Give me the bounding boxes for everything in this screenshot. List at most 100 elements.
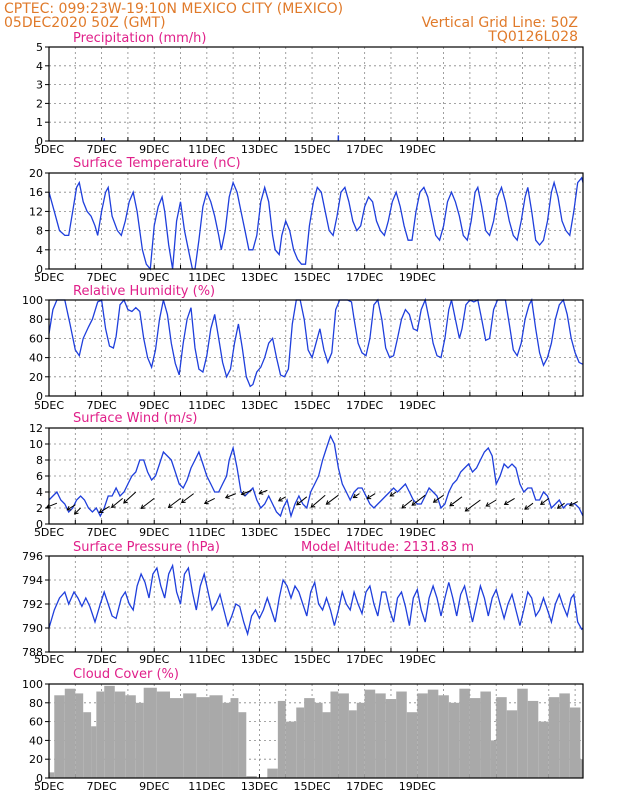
- cloud-bar: [114, 691, 126, 778]
- wind-vector: [278, 496, 286, 502]
- cloud-bar: [496, 697, 507, 778]
- cloud-bar: [170, 698, 184, 778]
- series-line-press: [48, 563, 584, 637]
- panel-frame: [48, 172, 584, 270]
- cloud-bar: [54, 695, 65, 778]
- xtick-label: 13DEC: [241, 780, 278, 793]
- xtick-label: 9DEC: [139, 399, 169, 412]
- wind-vector-head: [503, 500, 509, 506]
- cloud-bar: [135, 702, 144, 778]
- xtick-label: 17DEC: [346, 399, 383, 412]
- wind-vector: [389, 491, 397, 497]
- panel-frame: [48, 299, 584, 397]
- wind-vector: [310, 494, 326, 508]
- wind-vector: [485, 499, 497, 507]
- wind-vector: [225, 493, 236, 499]
- panel-title-precip: Precipitation (mm/h): [73, 31, 206, 46]
- wind-vector-head: [110, 503, 116, 508]
- cloud-bar: [304, 698, 315, 778]
- cloud-bar: [417, 693, 428, 778]
- ytick-label: 2: [36, 97, 43, 110]
- wind-vector-head: [224, 494, 230, 499]
- wind-vector: [241, 489, 252, 495]
- ytick-label: 12: [29, 422, 43, 435]
- ytick-label: 100: [22, 294, 43, 307]
- xtick-label: 19DEC: [399, 780, 436, 793]
- wind-vector-head: [258, 489, 264, 495]
- ytick-label: 60: [29, 716, 43, 729]
- wind-vector: [411, 494, 426, 506]
- xtick-label: 15DEC: [293, 653, 330, 666]
- ytick-label: 5: [36, 41, 43, 54]
- xtick-label: 13DEC: [241, 271, 278, 284]
- cloud-bar: [183, 693, 197, 778]
- wind-vector: [181, 493, 194, 504]
- cloud-bar: [517, 688, 528, 778]
- xtick-label: 15DEC: [293, 143, 330, 156]
- wind-vector-head: [432, 498, 438, 503]
- cloud-bar: [314, 702, 323, 778]
- cloud-bar: [469, 698, 481, 778]
- ytick-label: 796: [22, 550, 43, 563]
- xtick-label: 5DEC: [34, 399, 64, 412]
- cloud-bar: [296, 707, 305, 778]
- wind-vector: [111, 498, 123, 508]
- xtick-label: 11DEC: [188, 526, 225, 539]
- cloud-bar: [506, 710, 518, 778]
- xtick-label: 19DEC: [399, 526, 436, 539]
- wind-vector: [449, 496, 463, 507]
- xtick-label: 15DEC: [293, 526, 330, 539]
- wind-vector: [433, 494, 444, 503]
- cloud-bar: [538, 721, 549, 778]
- ytick-label: 8: [36, 225, 43, 238]
- cloud-bar: [396, 691, 407, 778]
- xtick-label: 7DEC: [87, 780, 117, 793]
- cloud-bar: [277, 700, 286, 778]
- xtick-label: 13DEC: [241, 143, 278, 156]
- ytick-label: 3: [36, 79, 43, 92]
- ytick-label: 788: [22, 646, 43, 659]
- cloud-bar: [143, 687, 157, 778]
- header-location: CPTEC: 099:23W-19:10N MEXICO CITY (MEXIC…: [4, 1, 344, 17]
- ytick-label: 1: [36, 116, 43, 129]
- wind-vector: [99, 505, 110, 513]
- ytick-label: 10: [29, 438, 43, 451]
- wind-vector-head: [240, 490, 246, 496]
- wind-vector: [401, 499, 413, 509]
- xtick-label: 13DEC: [241, 653, 278, 666]
- xtick-label: 17DEC: [346, 143, 383, 156]
- panel-frame: [48, 555, 584, 653]
- wind-vector-head: [73, 509, 79, 515]
- cloud-bar: [427, 689, 439, 778]
- cloud-bar: [246, 776, 257, 778]
- panel-frame: [48, 683, 584, 779]
- xtick-label: 11DEC: [188, 653, 225, 666]
- cloud-bar: [559, 693, 570, 778]
- ytick-label: 4: [36, 486, 43, 499]
- cloud-bar: [348, 710, 357, 778]
- wind-vector-head: [485, 502, 491, 507]
- wind-vector: [296, 496, 308, 506]
- xtick-label: 19DEC: [399, 399, 436, 412]
- ytick-label: 0: [36, 518, 43, 531]
- wind-vector: [74, 507, 81, 515]
- xtick-label: 7DEC: [87, 143, 117, 156]
- wind-vector-head: [203, 499, 209, 505]
- ytick-label: 794: [22, 574, 43, 587]
- cloud-bar: [222, 702, 231, 778]
- ytick-label: 60: [29, 332, 43, 345]
- cloud-bar: [448, 702, 460, 778]
- cloud-bar: [104, 685, 115, 778]
- ytick-label: 4: [36, 244, 43, 257]
- header-grid-line: Vertical Grid Line: 50Z: [421, 15, 578, 31]
- xtick-label: 9DEC: [139, 143, 169, 156]
- wind-vector-head: [123, 499, 128, 504]
- panel-temp: Surface Temperature (nC) 0 4 8 12 16 20 5DEC 7DE…: [29, 156, 584, 284]
- xtick-label: 5DEC: [34, 780, 64, 793]
- cloud-bar: [322, 712, 331, 778]
- wind-vector-head: [277, 497, 283, 502]
- ytick-label: 20: [29, 753, 43, 766]
- ytick-label: 100: [22, 678, 43, 691]
- ytick-label: 20: [29, 371, 43, 384]
- wind-vector: [168, 497, 181, 508]
